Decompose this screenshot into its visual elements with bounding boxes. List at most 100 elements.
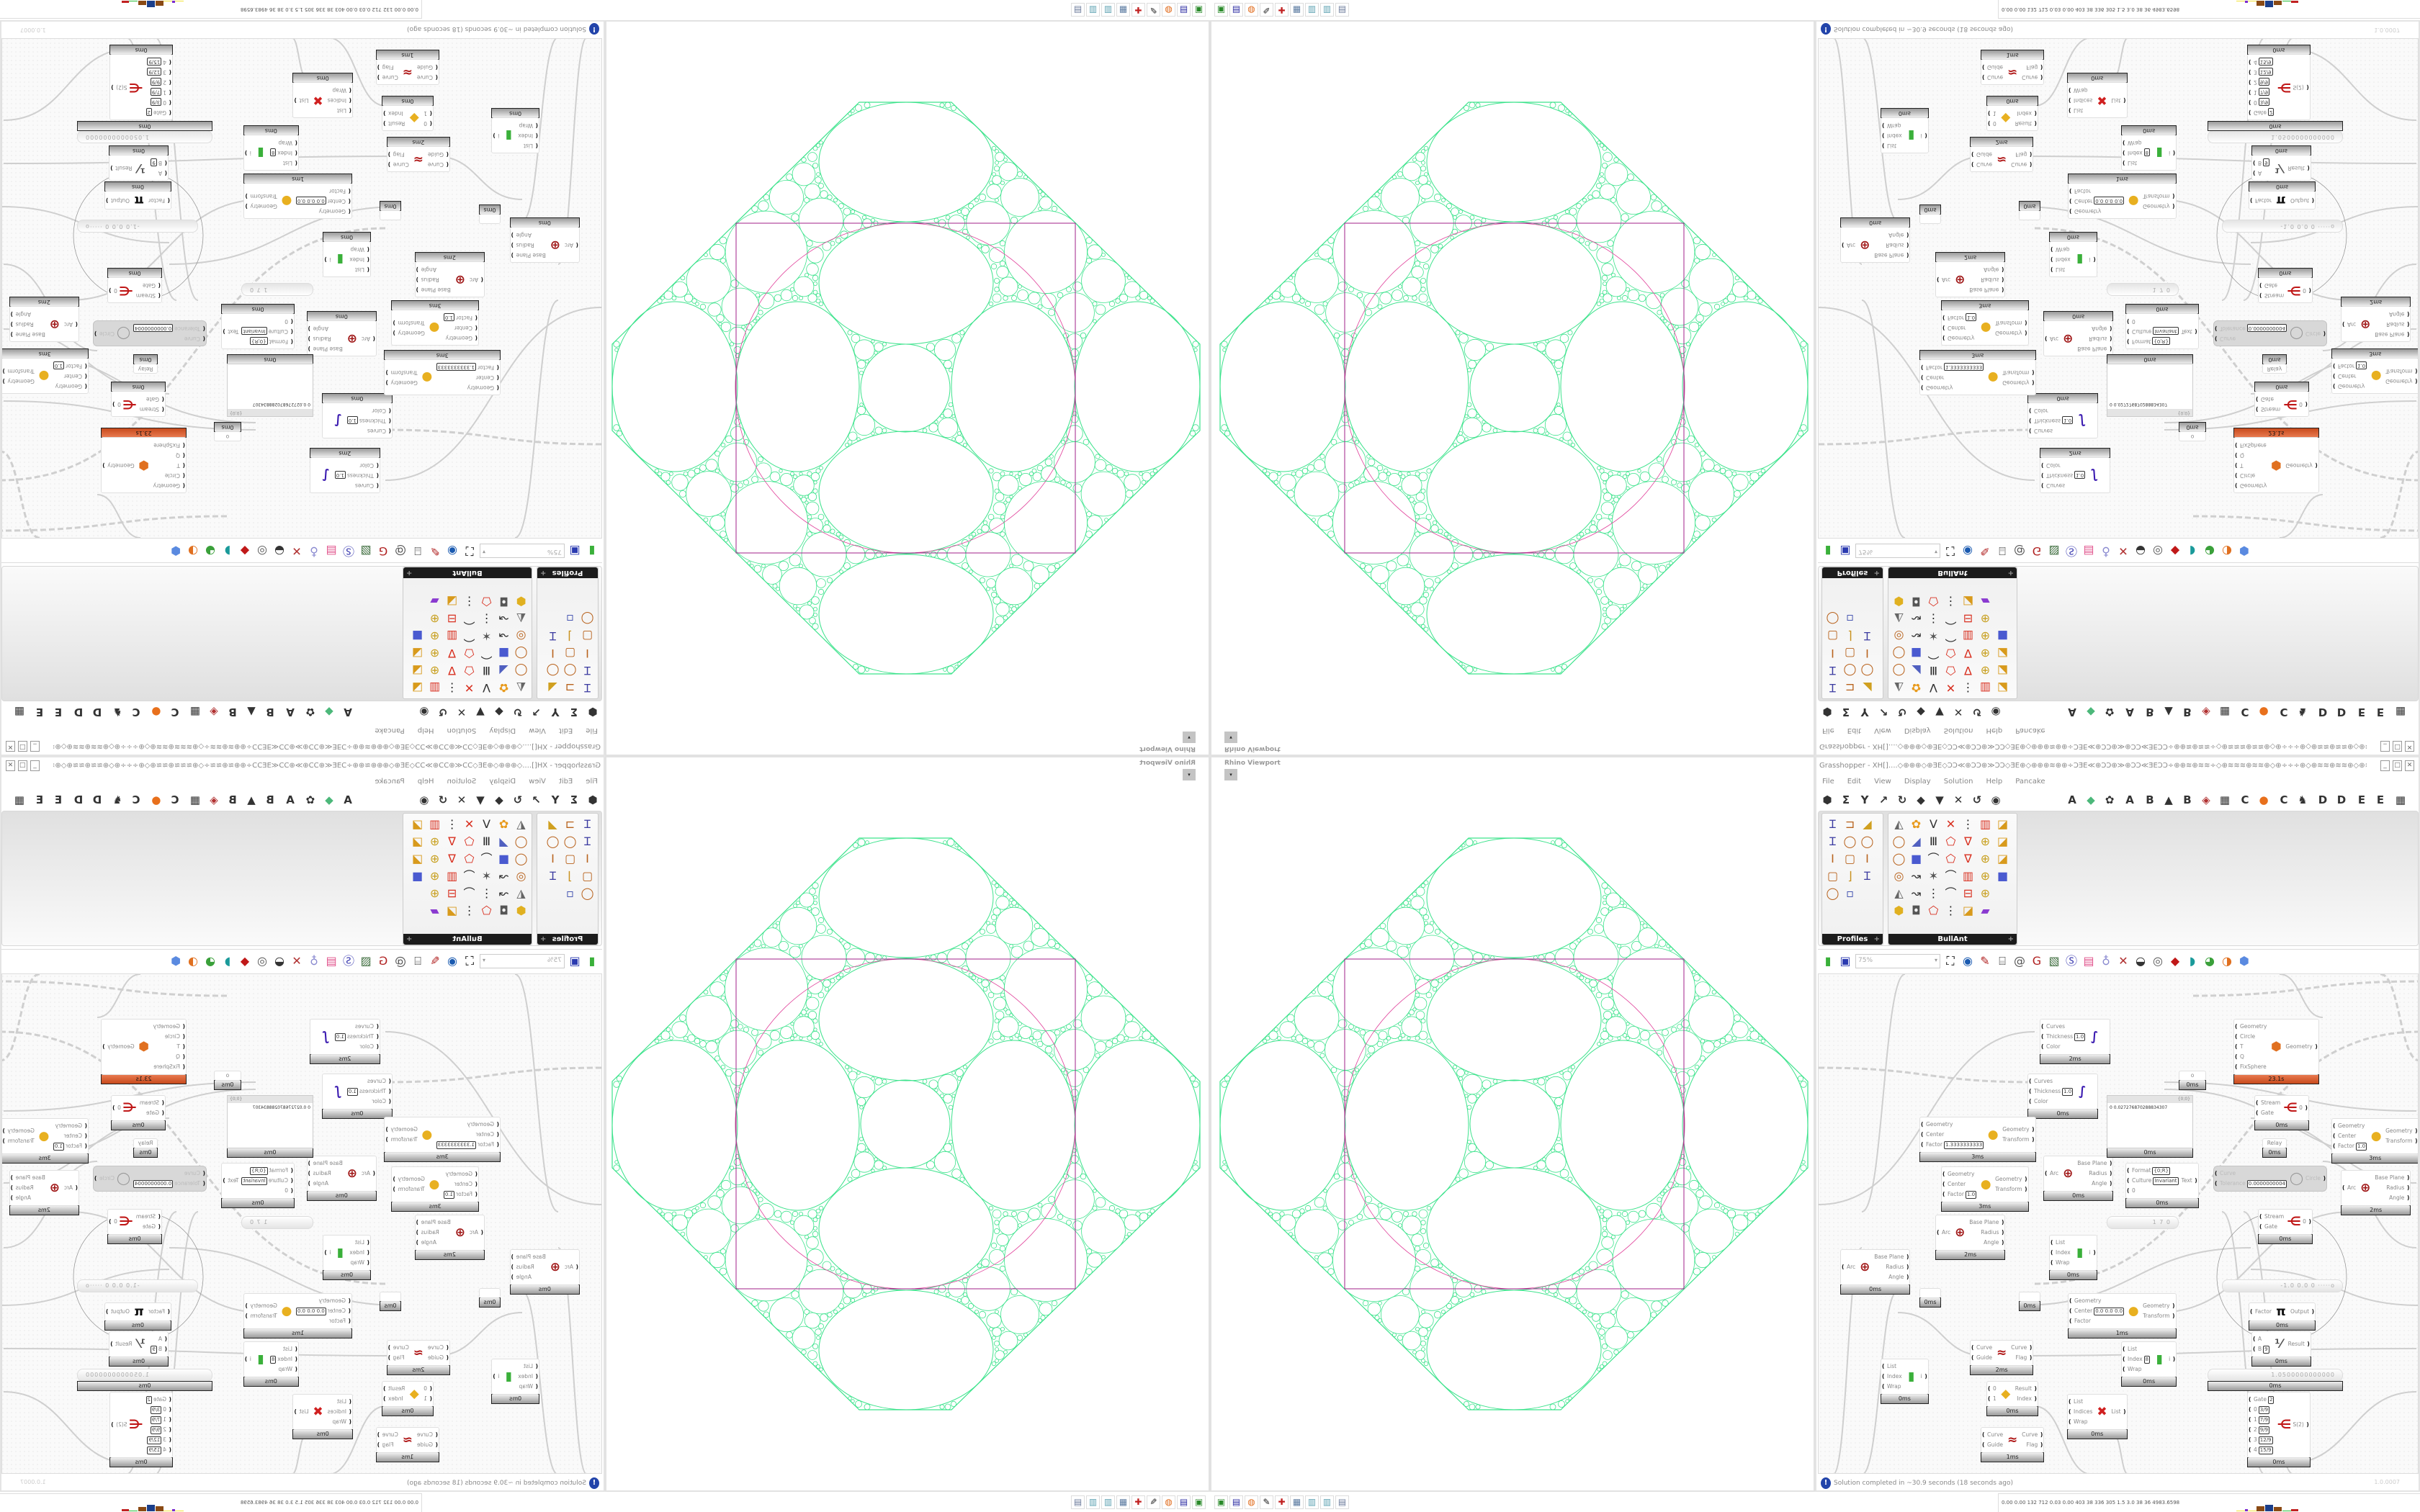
zoom-extents-icon[interactable]: ⛶: [1946, 544, 1955, 559]
teal-icon[interactable]: ◗: [2189, 544, 2196, 559]
fit-circle-component[interactable]: CurveTolerance0.0000000004◯Circle: [2213, 320, 2328, 346]
panel-icon[interactable]: ◪: [446, 904, 458, 917]
input-index[interactable]: Index: [1887, 130, 1902, 140]
minimize-button[interactable]: _: [30, 741, 40, 752]
output-i[interactable]: i: [250, 1354, 251, 1364]
panel-component[interactable]: {0;0} 0 0.027276870288834307 0ms: [227, 1095, 313, 1158]
output-base-plane[interactable]: Base Plane: [1969, 284, 1999, 294]
notepad-icon[interactable]: ▥: [1305, 1495, 1319, 1509]
param-value[interactable]: 2: [2267, 108, 2275, 116]
input-culture[interactable]: CultureInvariant: [241, 326, 288, 336]
bullant-group-label[interactable]: BullAnt +: [403, 934, 532, 945]
output-curve[interactable]: Curve: [2022, 1430, 2043, 1440]
red-gem-icon[interactable]: ◆: [2170, 953, 2180, 968]
input-factor[interactable]: Factor1.0: [53, 1141, 82, 1151]
ring-icon[interactable]: ◯: [1892, 647, 1906, 660]
output-angle[interactable]: Angle: [421, 264, 451, 274]
input-guide[interactable]: Guide: [428, 149, 444, 159]
rhino-viewport[interactable]: Rhino Viewport ▾: [1210, 756, 1815, 1492]
division-component[interactable]: AB9⅟Result0ms: [2251, 145, 2311, 181]
input-geometry[interactable]: Geometry: [53, 1121, 82, 1131]
input-arc[interactable]: Arc: [362, 1169, 370, 1179]
intersect-icon[interactable]: ✕: [464, 817, 475, 831]
segment-icon[interactable]: ⋮: [480, 612, 493, 626]
viewport-dropdown[interactable]: ▾: [1224, 732, 1237, 743]
image-icon[interactable]: ▧: [360, 953, 372, 968]
input-1[interactable]: 17/9: [146, 1415, 166, 1425]
output-base-plane[interactable]: Base Plane: [2077, 343, 2107, 354]
i-beam-icon[interactable]: I: [1831, 647, 1834, 660]
panel-icon[interactable]: ◪: [1996, 681, 2009, 695]
deconstruct-arc-component[interactable]: Arc⊕Base PlaneRadiusAngle0ms: [2043, 1156, 2114, 1201]
dna-icon[interactable]: ✕: [2118, 953, 2128, 968]
output-i[interactable]: i: [329, 254, 331, 264]
zoom-extents-icon[interactable]: ⛶: [1946, 953, 1955, 968]
input-0[interactable]: 0: [1993, 118, 1996, 128]
output-geometry[interactable]: Geometry: [390, 1125, 417, 1135]
input-culture[interactable]: CultureInvariant: [2127, 1176, 2179, 1186]
ring-icon[interactable]: ◯: [514, 834, 528, 848]
panel[interactable]: {0;0} 0 0.027276870288834307: [227, 1095, 313, 1148]
output-curve[interactable]: Curve: [2011, 1343, 2032, 1353]
kangaroo-solver-component[interactable]: GeometryCircleTQFixSphere⬢Geometry23.1s: [101, 1019, 187, 1084]
param-value[interactable]: 1.0: [2355, 1143, 2367, 1151]
list-item-component[interactable]: ListIndexWrap▮i0ms: [1881, 108, 1929, 153]
lock-icon[interactable]: ⊕: [429, 629, 440, 643]
input-indices[interactable]: Indices: [2069, 1407, 2093, 1417]
input-factor[interactable]: Factor: [2074, 186, 2124, 196]
input-guide[interactable]: Guide: [428, 1353, 444, 1363]
input-geometry[interactable]: Geometry: [296, 206, 346, 216]
output-circle[interactable]: Circle: [99, 1174, 115, 1184]
scale-component[interactable]: GeometryCenterFactor1.3333333333●Geometr…: [1919, 1117, 2036, 1162]
expand-icon[interactable]: +: [406, 935, 413, 943]
input-color[interactable]: Color: [335, 1042, 374, 1052]
output-geometry[interactable]: Geometry: [398, 1174, 424, 1184]
number-slider-track[interactable]: 1.0500000000000: [77, 1369, 212, 1382]
at-icon[interactable]: @: [2014, 953, 2025, 968]
input-wrap[interactable]: Wrap: [328, 1417, 346, 1427]
param-value[interactable]: Invariant: [2153, 327, 2179, 335]
input-index[interactable]: Index: [2051, 1248, 2071, 1258]
deconstruct-arc-component[interactable]: Arc⊕Base PlaneRadiusAngle0ms: [509, 1249, 580, 1295]
dna-icon[interactable]: ✕: [2118, 544, 2128, 559]
lock-icon[interactable]: ⊕: [429, 612, 440, 626]
param-value[interactable]: {0;R}: [249, 1167, 268, 1175]
input-curves[interactable]: Curves: [347, 1076, 386, 1086]
deconstruct-arc-component[interactable]: Arc⊕Base PlaneRadiusAngle0ms: [509, 217, 580, 263]
display-icon[interactable]: ◉: [419, 793, 429, 806]
md-slider-track[interactable]: -1.0 0.0 0 ·····o: [77, 220, 198, 233]
expand-icon[interactable]: +: [540, 569, 547, 577]
input-t[interactable]: T: [153, 460, 180, 470]
deconstruct-arc-component[interactable]: Arc⊕Base PlaneRadiusAngle0ms: [1840, 217, 1911, 263]
relay-component[interactable]: o 0ms: [214, 1071, 241, 1090]
input-curves[interactable]: Curves: [2041, 1022, 2085, 1032]
number-slider-component[interactable]: 1.0500000000000 0ms: [77, 121, 212, 143]
format-component[interactable]: Format{0;R}CultureInvariant0Text0ms: [221, 304, 295, 349]
close-button[interactable]: ✕: [2405, 741, 2414, 752]
polyline-icon[interactable]: ⌒: [1945, 869, 1957, 883]
curve-pt-icon[interactable]: ↝: [498, 869, 509, 883]
orange-circle-icon[interactable]: ●: [151, 793, 161, 806]
output-geometry[interactable]: Geometry: [7, 376, 34, 386]
param-value[interactable]: 2: [145, 108, 153, 116]
pad-icon[interactable]: ◘: [499, 904, 508, 917]
columns-icon[interactable]: Ⅲ: [1929, 834, 1938, 848]
input-thickness[interactable]: Thickness1.0: [346, 1086, 386, 1097]
ring-icon[interactable]: ◯: [546, 664, 560, 678]
input-thickness[interactable]: Thickness1.0: [2034, 415, 2074, 426]
polygon-icon[interactable]: ⬠: [1945, 647, 1956, 660]
input-curves[interactable]: Curves: [347, 426, 386, 436]
input-geometry[interactable]: Geometry: [1942, 1169, 1976, 1179]
panel-icon[interactable]: ◪: [411, 681, 424, 695]
input-arc[interactable]: Arc: [362, 333, 370, 343]
firefox-icon[interactable]: ◍: [1245, 3, 1258, 17]
input-factor[interactable]: Factor1.0: [1942, 1189, 1977, 1200]
input-list[interactable]: List: [328, 105, 346, 115]
output-base-plane[interactable]: Base Plane: [1874, 250, 1904, 260]
output-flag[interactable]: Flag: [2022, 1440, 2043, 1450]
maximize-button[interactable]: □: [2393, 741, 2402, 752]
ring-icon[interactable]: ◯: [581, 612, 594, 626]
input-0[interactable]: 03/9: [146, 1405, 166, 1415]
